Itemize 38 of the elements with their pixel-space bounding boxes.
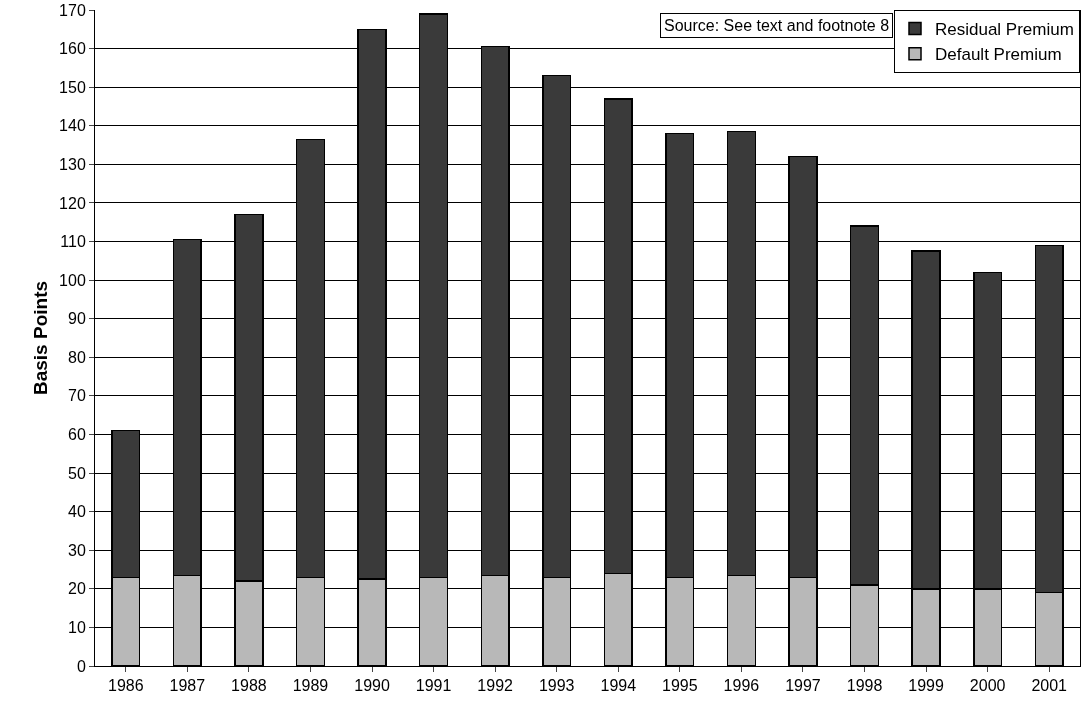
x-tick-label: 1991: [415, 677, 452, 695]
y-tick-label: 30: [68, 541, 86, 559]
y-tick-label: 80: [68, 348, 86, 366]
y-tick-label: 170: [59, 1, 86, 19]
y-tick-label: 10: [68, 619, 86, 637]
x-tick-label: 2001: [1031, 677, 1068, 695]
x-tick-label: 1989: [292, 677, 329, 695]
x-tick-label: 1995: [662, 677, 698, 695]
y-tick-label: 130: [59, 155, 86, 173]
annotation: Source: See text and footnote 8: [664, 17, 890, 34]
y-tick-label: 120: [59, 194, 86, 212]
x-tick-label: 2000: [969, 677, 1006, 695]
y-tick-label: 20: [68, 580, 86, 598]
y-tick-label: 140: [59, 117, 86, 135]
y-tick-label: 110: [60, 233, 86, 251]
y-tick-label: 150: [59, 78, 86, 96]
y-tick-label: 0: [76, 657, 86, 675]
x-tick-label: 1994: [600, 677, 637, 695]
x-tick-label: 1999: [908, 677, 944, 695]
y-tick-label: 40: [68, 503, 86, 521]
y-tick-label: 90: [68, 310, 86, 328]
x-tick-label: 1996: [723, 677, 760, 695]
x-tick-label: 1990: [354, 677, 390, 695]
x-tick-label: 1997: [785, 677, 821, 695]
x-tick-label: 1986: [107, 677, 144, 695]
x-tick-label: 1992: [477, 677, 514, 695]
y-tick-label: 50: [68, 464, 86, 482]
legend-label: Default Premium: [935, 45, 1062, 65]
legend-label: Residual Premium: [935, 20, 1074, 40]
y-tick-label: 160: [59, 40, 86, 58]
y-tick-label: 60: [68, 426, 86, 444]
x-tick-label: 1993: [538, 677, 575, 695]
y-axis-title: Basis Points: [30, 280, 51, 396]
y-tick-label: 100: [59, 271, 86, 289]
x-tick-label: 1998: [846, 677, 883, 695]
x-tick-label: 1988: [231, 677, 267, 695]
x-tick-label: 1987: [169, 677, 206, 695]
y-tick-label: 70: [68, 387, 86, 405]
